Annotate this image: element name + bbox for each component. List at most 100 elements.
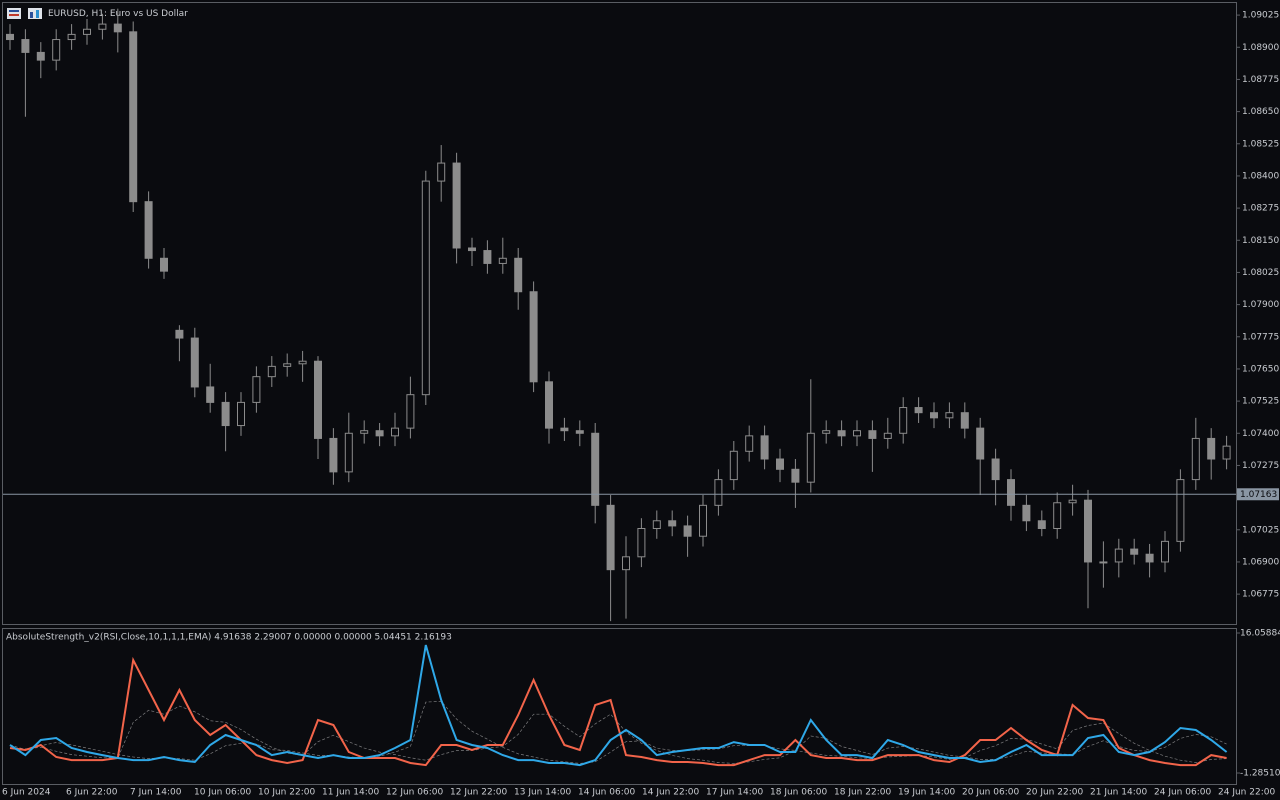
candle-body <box>52 39 61 61</box>
x-tick-label: 12 Jun 22:00 <box>450 788 507 798</box>
candle-body <box>545 381 553 429</box>
candle-body <box>144 201 153 259</box>
candle-body <box>67 33 76 41</box>
y-tick-label: 1.07650 <box>1242 364 1279 374</box>
icon <box>9 10 19 12</box>
candle-body <box>1191 437 1200 481</box>
x-tick-label: 14 Jun 06:00 <box>578 788 635 798</box>
candle-body <box>190 337 199 388</box>
candle-body <box>1176 479 1185 542</box>
candle-body <box>360 430 369 434</box>
header-icons <box>7 8 42 19</box>
current-price-label: 1.07163 <box>1240 490 1277 500</box>
candle-body <box>853 430 861 437</box>
x-tick-label: 6 Jun 2024 <box>2 788 51 798</box>
candle-body <box>252 376 261 403</box>
y-tick-label: 1.06775 <box>1242 590 1279 600</box>
x-tick-label: 18 Jun 06:00 <box>770 788 827 798</box>
x-tick-label: 20 Jun 06:00 <box>962 788 1019 798</box>
candle-body <box>421 180 430 396</box>
candle-body <box>760 435 769 460</box>
candle-body <box>622 556 630 571</box>
current-price-box <box>1237 488 1279 501</box>
y-tick-label: 1.08900 <box>1242 43 1279 53</box>
y-tick-label: 1.09025 <box>1242 11 1279 21</box>
candle-body <box>129 31 138 203</box>
candle-body <box>806 432 815 483</box>
x-tick-label: 10 Jun 06:00 <box>194 788 251 798</box>
signal-line <box>9 705 1227 764</box>
candle-body <box>83 28 91 35</box>
icon <box>7 8 21 19</box>
candle-body <box>591 432 600 506</box>
x-tick-label: 7 Jun 14:00 <box>130 788 182 798</box>
y-tick-label: 1.07900 <box>1242 300 1279 310</box>
icon <box>28 8 42 19</box>
candle-body <box>267 365 276 378</box>
y-tick-label: 1.07525 <box>1242 397 1279 407</box>
icon <box>30 12 33 18</box>
candle-body <box>1161 540 1169 563</box>
candle-body <box>375 430 384 437</box>
candle-body <box>160 257 168 272</box>
candle-body <box>1099 561 1108 564</box>
x-tick-label: 24 Jun 06:00 <box>1154 788 1211 798</box>
candle-body <box>1114 548 1123 563</box>
candle-body <box>237 401 245 427</box>
candle-body <box>945 412 954 419</box>
candle-body <box>1130 548 1139 555</box>
x-tick-label: 24 Jun 22:00 <box>1218 788 1275 798</box>
strength-line <box>9 644 1228 767</box>
y-tick-label: 1.07025 <box>1242 525 1279 535</box>
y-tick-label: 1.08275 <box>1242 204 1279 214</box>
icon <box>36 10 39 18</box>
y-tick-label: 16.05884 <box>1240 629 1280 639</box>
indicator-title: AbsoluteStrength_v2(RSI,Close,10,1,1,1,E… <box>6 633 452 643</box>
strength-line <box>9 656 1227 767</box>
candle-body <box>498 257 507 264</box>
candle-body <box>868 430 877 439</box>
candle-body <box>745 435 754 452</box>
y-tick-label: 1.08525 <box>1242 139 1279 149</box>
signal-line <box>9 700 1227 764</box>
y-tick-label: 1.08400 <box>1242 171 1279 181</box>
candle-body <box>344 432 353 473</box>
x-tick-label: 6 Jun 22:00 <box>66 788 118 798</box>
candle-body <box>314 360 322 439</box>
y-tick-label: 1.07400 <box>1242 429 1279 439</box>
candle-body <box>1068 499 1077 504</box>
candle-body <box>791 468 800 483</box>
y-tick-label: -1.28510 <box>1240 769 1280 779</box>
candle-body <box>1053 502 1062 529</box>
candle-body <box>1022 504 1031 522</box>
x-tick-label: 18 Jun 22:00 <box>834 788 891 798</box>
y-tick-label: 1.08775 <box>1242 75 1279 85</box>
icon <box>9 14 19 16</box>
candle-body <box>283 363 292 367</box>
candle-body <box>699 504 707 537</box>
candle-body <box>113 23 122 33</box>
x-tick-label: 20 Jun 22:00 <box>1026 788 1083 798</box>
candle-body <box>729 450 738 481</box>
candle-body <box>221 401 230 427</box>
x-tick-label: 13 Jun 14:00 <box>514 788 571 798</box>
candle-body <box>529 291 538 383</box>
x-tick-label: 17 Jun 14:00 <box>706 788 763 798</box>
candle-body <box>883 432 892 439</box>
x-tick-label: 21 Jun 14:00 <box>1090 788 1147 798</box>
candle-body <box>36 51 45 61</box>
candle-body <box>483 250 492 264</box>
candle-body <box>837 430 846 437</box>
x-tick-label: 12 Jun 06:00 <box>386 788 443 798</box>
candle-body <box>668 520 677 527</box>
candle-body <box>637 527 646 558</box>
y-tick-label: 1.08150 <box>1242 236 1279 246</box>
candle-body <box>98 23 107 30</box>
candle-body <box>976 427 985 460</box>
candle-body <box>714 479 723 506</box>
x-tick-label: 19 Jun 14:00 <box>898 788 955 798</box>
candle-body <box>776 458 784 470</box>
